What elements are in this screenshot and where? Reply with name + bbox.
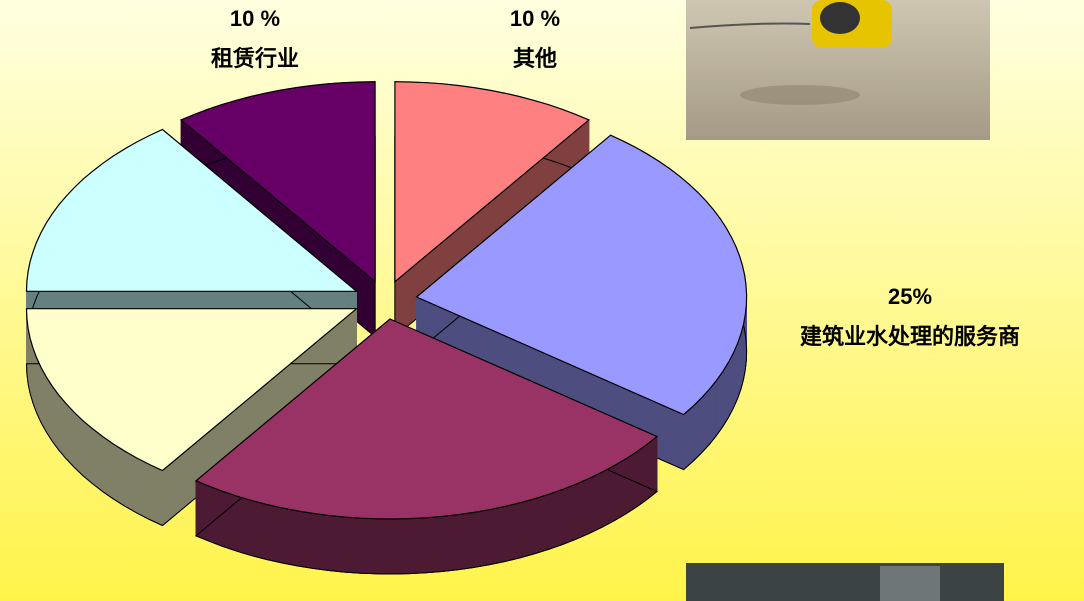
slice-side <box>637 444 647 507</box>
slice-side <box>377 519 393 574</box>
slice-side <box>473 510 489 568</box>
category-label: 建筑业水处理的服务商 <box>800 324 1020 349</box>
page: {"chart_data": {"type": "pie3d", "catego… <box>0 0 1084 601</box>
slice-side <box>52 386 59 450</box>
value-label: 25% <box>888 284 932 309</box>
slice-side <box>426 517 442 573</box>
slice-side <box>66 404 74 468</box>
slice-side <box>562 484 576 544</box>
slice-side <box>442 515 458 572</box>
slice-side <box>361 518 377 574</box>
slice-side <box>576 478 589 539</box>
slice-side <box>709 381 716 445</box>
slice-side <box>626 452 637 514</box>
slice-side <box>114 444 125 506</box>
slice-side <box>103 437 114 500</box>
slice-side <box>297 511 313 569</box>
slice-side <box>504 503 519 562</box>
slice-side <box>125 451 137 513</box>
slice-side <box>41 367 46 431</box>
slice-side <box>46 377 52 441</box>
slice-side <box>519 499 534 558</box>
slice-side <box>237 496 252 555</box>
slice-side <box>252 501 267 560</box>
slice-side <box>409 518 425 574</box>
slice-side <box>534 494 548 554</box>
slice-side <box>489 507 504 565</box>
slide: 10 % 其他 25% 建筑业水处理的服务商 10 % 租赁行业 <box>0 0 1084 601</box>
photo-worker <box>686 563 1004 601</box>
slice-side <box>716 372 722 436</box>
slice-side <box>137 458 150 519</box>
slice-side <box>83 421 93 484</box>
value-label: 10 % <box>510 6 560 31</box>
slice-side <box>693 398 702 461</box>
slice-side <box>150 465 163 526</box>
slice-side <box>733 344 737 409</box>
slice-side <box>614 459 626 521</box>
slice-side <box>329 516 345 573</box>
value-label: 10 % <box>230 6 280 31</box>
slice-side <box>345 517 361 573</box>
slice-side <box>548 490 562 550</box>
slice-side <box>602 466 614 528</box>
slice-side <box>37 358 41 423</box>
slice-side <box>647 437 657 500</box>
slice-side <box>723 363 729 427</box>
slice-side <box>589 472 602 533</box>
slice-side <box>458 513 474 570</box>
slice-side <box>684 407 693 470</box>
category-label: 租赁行业 <box>211 46 299 71</box>
slice-side <box>267 505 282 563</box>
slice-side <box>74 413 83 476</box>
slice-side <box>393 519 409 574</box>
slice-side <box>59 395 67 459</box>
photo-blower <box>686 0 990 140</box>
slice-side <box>701 390 709 454</box>
category-label: 其他 <box>513 46 557 71</box>
slice-side <box>282 508 297 566</box>
slice-side <box>728 353 733 417</box>
slice-side <box>93 429 103 492</box>
slice-side <box>313 513 329 570</box>
